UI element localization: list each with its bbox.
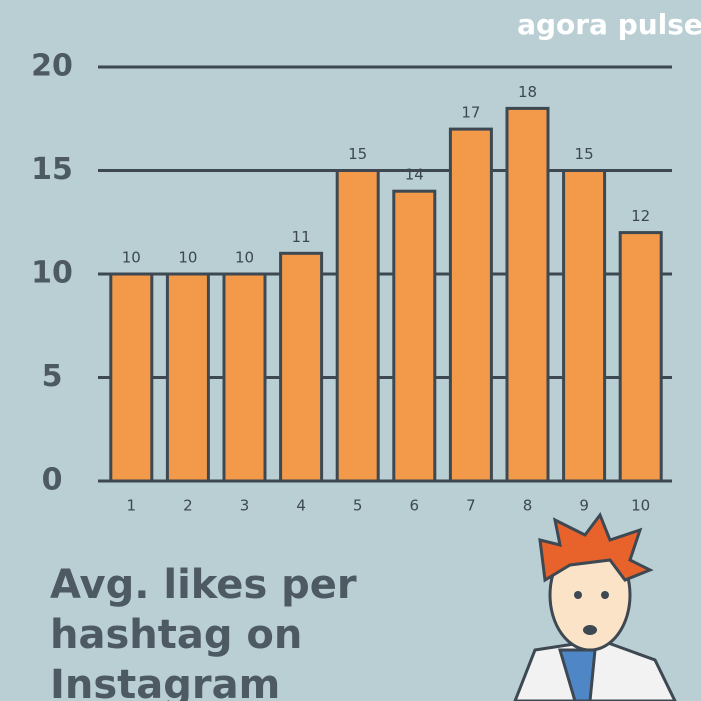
value-label: 10 xyxy=(235,249,254,267)
x-tick-label: 7 xyxy=(466,497,476,515)
x-tick-label: 8 xyxy=(523,497,533,515)
value-label: 10 xyxy=(178,249,197,267)
bar xyxy=(448,127,493,483)
bar xyxy=(618,231,663,483)
x-tick-label: 1 xyxy=(127,497,137,515)
value-label: 18 xyxy=(518,83,537,101)
value-label: 12 xyxy=(631,207,650,225)
bar xyxy=(562,169,607,483)
bar xyxy=(279,251,324,483)
y-tick-label: 10 xyxy=(31,256,73,291)
x-tick-label: 10 xyxy=(631,497,650,515)
bar xyxy=(222,272,267,483)
bar xyxy=(505,106,550,483)
y-tick-label: 5 xyxy=(42,359,63,394)
bar xyxy=(392,189,437,483)
x-tick-label: 5 xyxy=(353,497,363,515)
chart-title: Avg. likes per hashtag on Instagram xyxy=(50,562,357,701)
logo: agora pulse xyxy=(517,8,701,41)
x-tick-label: 2 xyxy=(183,497,193,515)
value-label: 11 xyxy=(292,228,311,246)
x-tick-label: 6 xyxy=(410,497,420,515)
value-label: 15 xyxy=(348,145,367,163)
value-label: 10 xyxy=(122,249,141,267)
x-tick-label: 3 xyxy=(240,497,250,515)
x-tick-label: 9 xyxy=(579,497,589,515)
y-tick-label: 15 xyxy=(31,152,73,187)
value-label: 14 xyxy=(405,166,424,184)
value-label: 15 xyxy=(575,145,594,163)
bar xyxy=(109,272,154,483)
bar xyxy=(335,169,380,483)
x-tick-label: 4 xyxy=(296,497,306,515)
character xyxy=(513,511,677,701)
bar xyxy=(165,272,210,483)
y-tick-label: 20 xyxy=(31,49,73,84)
value-label: 17 xyxy=(461,104,480,122)
y-tick-label: 0 xyxy=(42,463,63,498)
